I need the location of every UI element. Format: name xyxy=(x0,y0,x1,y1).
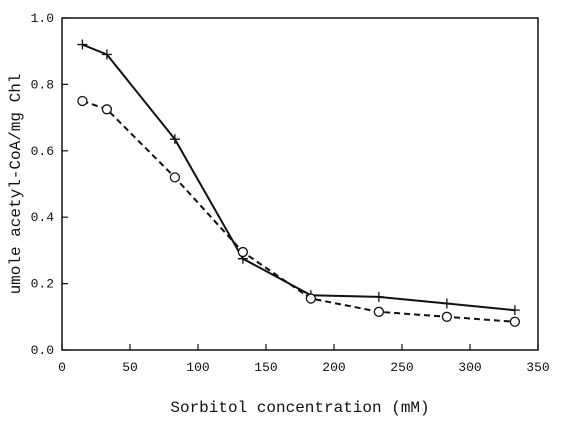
data-point-circle xyxy=(441,311,453,322)
x-tick-label: 50 xyxy=(122,360,138,375)
y-tick-label: 0.6 xyxy=(31,144,54,159)
x-tick-label: 300 xyxy=(458,360,481,375)
y-tick-label: 0.2 xyxy=(31,277,54,292)
x-tick-label: 0 xyxy=(58,360,66,375)
series-plus xyxy=(77,39,520,316)
x-tick-label: 200 xyxy=(322,360,345,375)
series-line xyxy=(82,100,515,323)
data-point-plus xyxy=(77,39,88,50)
x-tick-label: 150 xyxy=(254,360,277,375)
data-point-circle xyxy=(101,104,113,115)
x-axis-title: Sorbitol concentration (mM) xyxy=(170,399,429,417)
data-point-plus xyxy=(101,49,112,60)
data-point-circle xyxy=(305,293,317,304)
y-axis: 0.0 0.2 0.4 0.6 0.8 1.0 xyxy=(31,11,68,358)
series-line xyxy=(82,43,515,312)
data-point-plus xyxy=(441,298,452,309)
x-tick-label: 100 xyxy=(186,360,209,375)
plot-area-frame xyxy=(61,17,539,351)
y-axis-title: umole acetyl-CoA/mg Chl xyxy=(7,74,25,295)
series-layer xyxy=(77,39,521,327)
y-tick-label: 0.0 xyxy=(31,343,54,358)
data-point-plus xyxy=(373,291,384,302)
y-tick-label: 0.4 xyxy=(31,210,55,225)
series-circle xyxy=(77,95,521,327)
y-tick-label: 0.8 xyxy=(31,77,54,92)
x-tick-label: 250 xyxy=(390,360,413,375)
data-point-plus xyxy=(509,305,520,316)
data-point-circle xyxy=(509,316,521,327)
y-tick-label: 1.0 xyxy=(31,11,54,26)
data-point-circle xyxy=(373,306,385,317)
data-point-plus xyxy=(169,134,180,145)
data-point-circle xyxy=(77,95,88,107)
data-point-circle xyxy=(237,246,249,258)
x-axis: 0 50 100 150 200 250 300 350 xyxy=(58,344,550,375)
data-point-circle xyxy=(169,172,181,183)
x-tick-label: 350 xyxy=(526,360,549,375)
